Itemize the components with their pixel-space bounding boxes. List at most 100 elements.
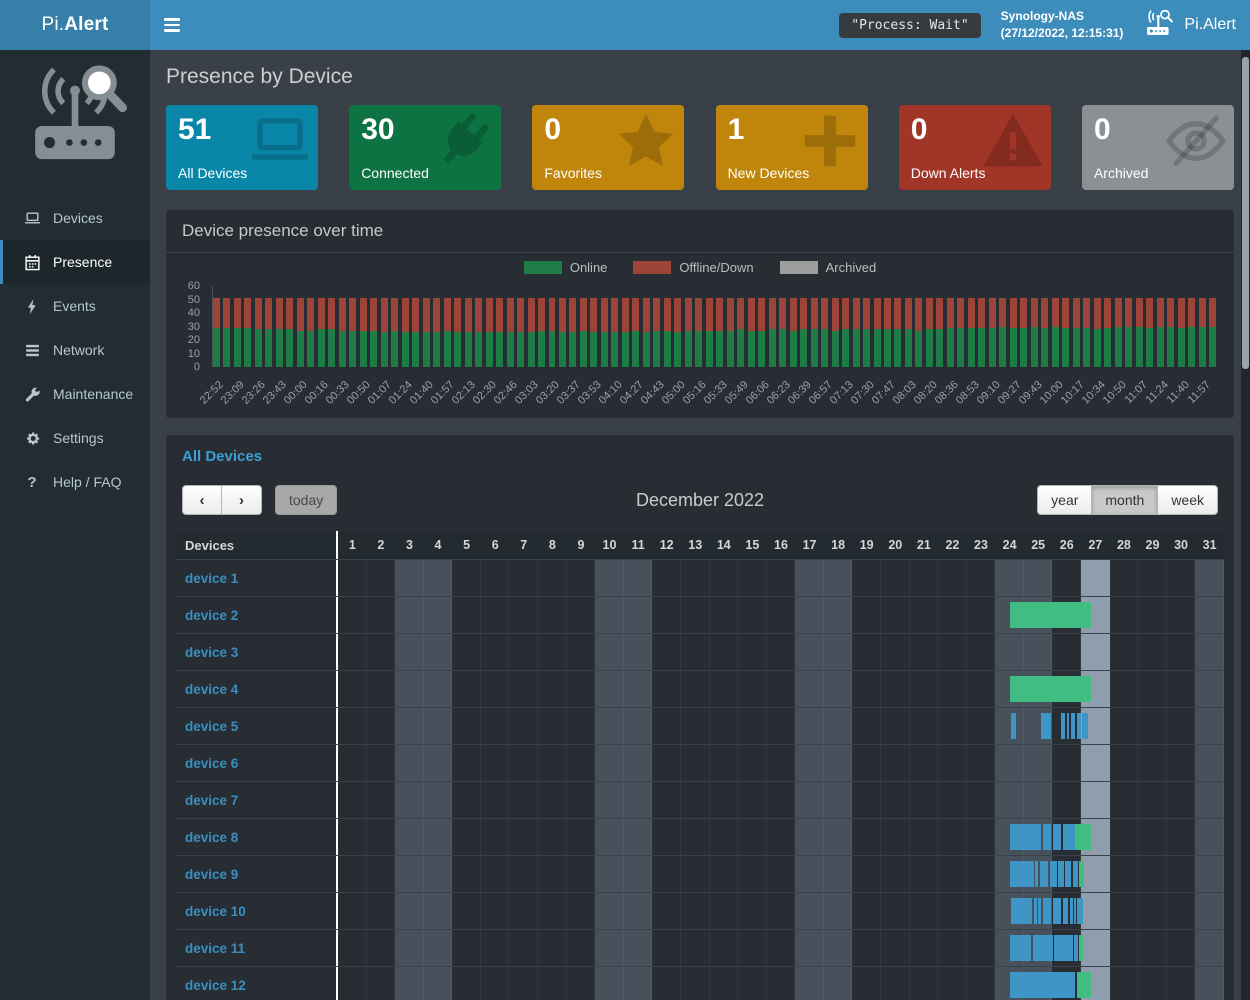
sidebar-item-events[interactable]: Events	[0, 284, 150, 328]
chart-bar	[1051, 286, 1059, 367]
chart-bar	[642, 286, 650, 367]
device-link[interactable]: device 7	[185, 792, 239, 808]
day-cell	[852, 671, 881, 707]
view-button-year[interactable]: year	[1037, 485, 1093, 515]
sidebar-item-label: Presence	[53, 254, 113, 270]
day-cell	[967, 930, 996, 966]
device-link[interactable]: device 1	[185, 570, 239, 586]
day-cell	[1081, 893, 1110, 929]
chart-bar	[1020, 286, 1028, 367]
day-cell	[1195, 856, 1224, 892]
day-cell	[1167, 893, 1196, 929]
stat-card-archived[interactable]: 0 Archived	[1081, 105, 1234, 190]
stat-card-down-alerts[interactable]: 0 Down Alerts	[898, 105, 1051, 190]
device-link[interactable]: device 11	[185, 940, 246, 956]
presence-bar-online	[1009, 676, 1092, 702]
day-cell	[423, 671, 453, 707]
day-cell	[623, 634, 653, 670]
day-cell	[767, 560, 796, 596]
device-link[interactable]: device 2	[185, 607, 239, 623]
day-cell	[423, 708, 453, 744]
y-tick-label: 20	[187, 334, 200, 346]
presence-bar-session	[1038, 898, 1042, 924]
day-cell	[967, 745, 996, 781]
chart-bar	[233, 286, 241, 367]
day-header-9: 9	[577, 538, 585, 552]
chart-legend: Online Offline/Down Archived	[166, 260, 1234, 275]
day-cell	[681, 967, 710, 1000]
device-link[interactable]: device 9	[185, 866, 239, 882]
day-cell	[1167, 819, 1196, 855]
day-cell	[881, 634, 910, 670]
y-tick-label: 50	[187, 293, 200, 306]
day-cell	[767, 708, 796, 744]
day-cell	[367, 930, 396, 966]
sidebar-menu: Devices Presence Events Network Maintenance S…	[0, 196, 150, 504]
view-button-month[interactable]: month	[1092, 485, 1159, 515]
chart-bar	[863, 286, 871, 367]
calendar-view-group: year month week	[1037, 485, 1218, 515]
presence-bar-session	[1066, 713, 1070, 739]
next-month-button[interactable]: ›	[222, 485, 262, 515]
device-link[interactable]: device 3	[185, 644, 239, 660]
presence-chart: Online Offline/Down Archived 60 50 40 30 20 10 0…	[166, 253, 1234, 418]
chart-bar	[349, 286, 357, 367]
presence-bar-session	[1061, 713, 1066, 739]
day-cell	[423, 745, 453, 781]
device-timeline	[336, 930, 1224, 966]
day-cell	[881, 930, 910, 966]
chart-bar	[988, 286, 996, 367]
day-header-10: 10	[602, 538, 617, 552]
day-cell	[1110, 708, 1139, 744]
day-header-30: 30	[1174, 538, 1188, 552]
day-cell	[652, 745, 681, 781]
day-cell	[910, 967, 939, 1000]
sidebar-item-maintenance[interactable]: Maintenance	[0, 372, 150, 416]
stat-card-new-devices[interactable]: 1 New Devices	[715, 105, 868, 190]
presence-bar-session	[1039, 861, 1049, 887]
device-link[interactable]: device 6	[185, 755, 239, 771]
day-cell	[338, 560, 367, 596]
day-cell	[938, 893, 967, 929]
hamburger-menu-icon[interactable]	[164, 0, 198, 50]
day-cell	[623, 856, 653, 892]
presence-bar-online	[1009, 602, 1092, 628]
device-link[interactable]: device 10	[185, 903, 246, 919]
sidebar-item-help[interactable]: ? Help / FAQ	[0, 460, 150, 504]
stat-card-connected[interactable]: 30 Connected	[349, 105, 502, 190]
day-cell	[509, 893, 539, 929]
day-cell	[452, 708, 481, 744]
sidebar-item-presence[interactable]: Presence	[0, 240, 150, 284]
sidebar-item-devices[interactable]: Devices	[0, 196, 150, 240]
scrollbar-thumb[interactable]	[1242, 57, 1249, 369]
day-cell	[338, 745, 367, 781]
day-header-11: 11	[631, 538, 645, 552]
day-cell	[1167, 671, 1196, 707]
day-cell	[338, 671, 367, 707]
day-cell	[967, 893, 996, 929]
stat-card-all-devices[interactable]: 51 All Devices	[166, 105, 318, 190]
stat-card-favorites[interactable]: 0 Favorites	[532, 105, 685, 190]
view-button-week[interactable]: week	[1158, 485, 1218, 515]
today-button[interactable]: today	[275, 485, 338, 515]
host-name: Synology-NAS	[1000, 9, 1084, 24]
day-cell	[623, 782, 653, 818]
device-link[interactable]: device 12	[185, 977, 246, 993]
day-cell	[509, 597, 539, 633]
day-cell	[710, 930, 739, 966]
device-link[interactable]: device 4	[185, 681, 239, 697]
chart-bar	[359, 286, 367, 367]
sidebar-item-settings[interactable]: Settings	[0, 416, 150, 460]
device-link[interactable]: device 5	[185, 718, 239, 734]
day-header-14: 14	[716, 538, 731, 552]
chart-bar	[873, 286, 881, 367]
chart-bar	[558, 286, 566, 367]
chart-bar	[412, 286, 420, 367]
app-logo[interactable]: Pi. Alert	[0, 0, 150, 50]
sidebar-item-network[interactable]: Network	[0, 328, 150, 372]
device-link[interactable]: device 8	[185, 829, 239, 845]
day-cell	[910, 930, 939, 966]
prev-month-button[interactable]: ‹	[182, 485, 222, 515]
day-cell	[881, 893, 910, 929]
day-cell	[1023, 634, 1053, 670]
